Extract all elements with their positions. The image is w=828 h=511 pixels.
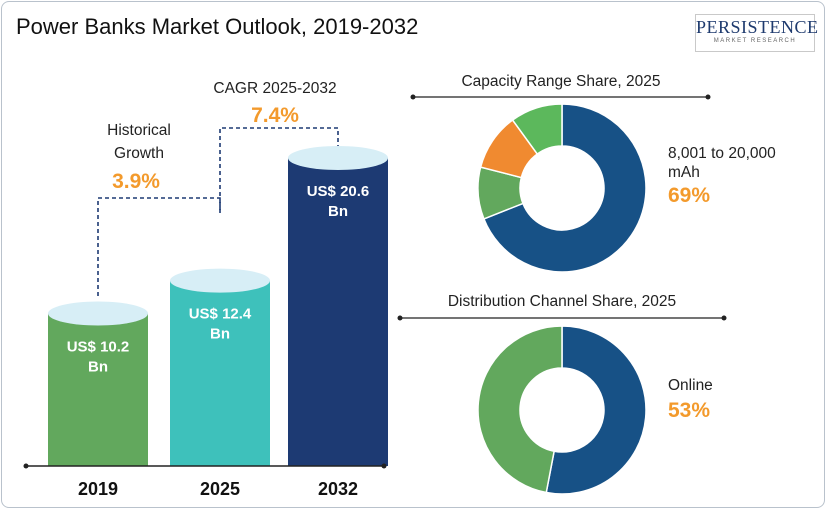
bar-cap-2032 — [288, 146, 388, 170]
capacity-donut — [477, 103, 647, 273]
donut2-highlight-value: 53% — [668, 399, 710, 422]
historical-label-1: Historical — [107, 122, 171, 139]
bar-value-label: US$ 12.4 — [189, 306, 252, 323]
historical-label-2: Growth — [114, 145, 164, 162]
logo-tagline: MARKET RESEARCH — [713, 38, 797, 44]
donut1-highlight-value: 69% — [668, 184, 710, 207]
donut1-rule-dot-left — [410, 94, 416, 100]
logo-name: PERSISTENCE — [696, 17, 819, 37]
donut1-highlight-label-2: mAh — [668, 164, 700, 181]
baseline-dot-left — [23, 463, 29, 469]
baseline-dot-right — [381, 463, 387, 469]
bar-cap-2019 — [48, 301, 148, 326]
x-tick-label: 2025 — [200, 479, 240, 499]
bar-2032 — [288, 158, 388, 466]
donut2-title-bg — [402, 290, 722, 312]
historical-value: 3.9% — [112, 170, 160, 193]
bar-cap-2025 — [170, 268, 270, 293]
donut2-highlight-label: Online — [668, 377, 713, 394]
bar-value-unit: Bn — [88, 358, 108, 375]
channel-donut — [477, 325, 647, 495]
donut2-rule-dot-left — [397, 315, 403, 321]
donut2-slice — [477, 325, 563, 494]
logo: PERSISTENCE MARKET RESEARCH — [695, 14, 819, 52]
bar-value-label: US$ 20.6 — [307, 183, 370, 200]
donut2-rule-dot-right — [721, 315, 727, 321]
donut1-slice — [482, 103, 647, 273]
cagr-value: 7.4% — [251, 104, 299, 127]
donut2-slice — [545, 325, 647, 495]
x-tick-label: 2032 — [318, 479, 358, 499]
bar-2025 — [170, 280, 270, 466]
bar-chart: US$ 10.2 Bn 2019 US$ 12.4 Bn 2025 US$ 20.6 Bn 20… — [48, 146, 388, 499]
x-tick-label: 2019 — [78, 479, 118, 499]
donut1-title-bg — [422, 70, 700, 92]
page-title: Power Banks Market Outlook, 2019-2032 — [16, 14, 419, 39]
cagr-label: CAGR 2025-2032 — [213, 80, 336, 97]
donut1-rule-dot-right — [705, 94, 711, 100]
donut2-title: Distribution Channel Share, 2025 — [448, 293, 676, 310]
bar-2019 — [48, 313, 148, 466]
donut1-title: Capacity Range Share, 2025 — [461, 73, 660, 90]
bar-value-unit: Bn — [210, 326, 230, 343]
donut1-slice — [511, 103, 563, 156]
cagr-connector — [219, 127, 339, 210]
donut1-highlight-label-1: 8,001 to 20,000 — [668, 145, 776, 162]
bar-value-unit: Bn — [328, 203, 348, 220]
bar-value-label: US$ 10.2 — [67, 338, 130, 355]
